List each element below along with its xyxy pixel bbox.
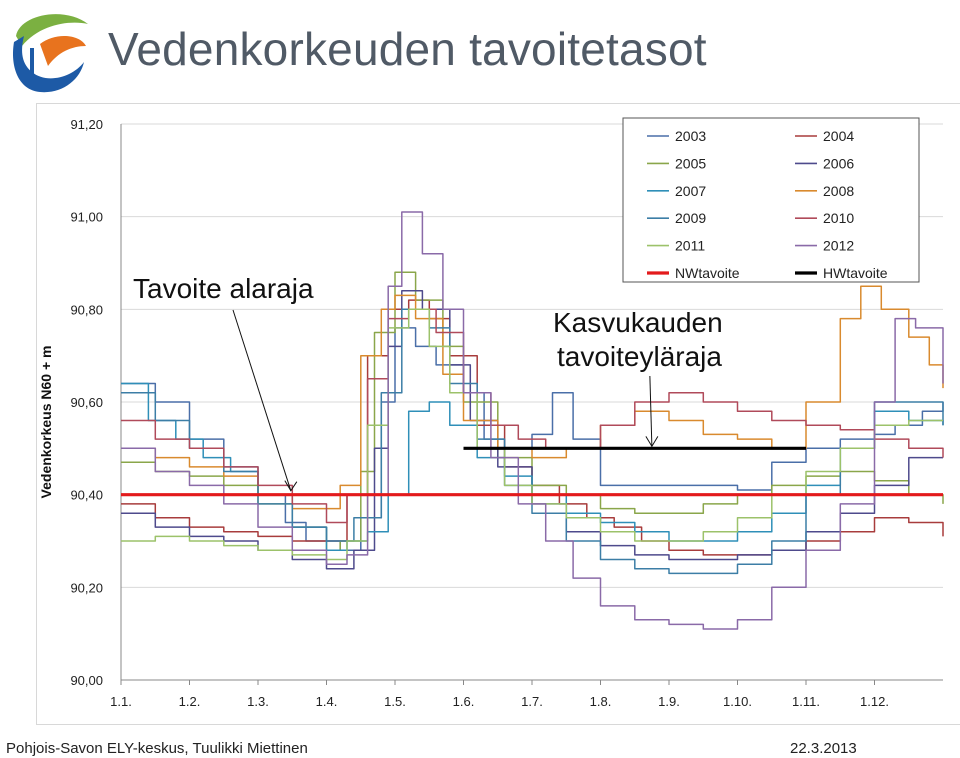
x-tick-label: 1.11. — [792, 694, 820, 709]
series-line-2009 — [121, 308, 944, 575]
annotation-arrowhead-ylaraja — [645, 436, 659, 448]
legend-label-hwtavoite: HWtavoite — [823, 265, 888, 281]
y-axis-label: Vedenkorkeus N60 + m — [38, 346, 54, 499]
chart-container: 90,00 90,20 90,40 90,60 90,80 91,00 91,20 1.1. 1… — [36, 103, 960, 725]
annotation-arrow-alaraja — [232, 309, 292, 491]
y-tick-label: 90,00 — [70, 673, 103, 688]
legend-label-2004: 2004 — [823, 128, 854, 144]
legend-label-2012: 2012 — [823, 238, 854, 254]
x-tick-label: 1.4. — [316, 694, 338, 709]
y-tick-label: 91,00 — [70, 210, 103, 225]
annotation-tavoite-alaraja: Tavoite alaraja — [133, 273, 314, 304]
footer-source: Pohjois-Savon ELY-keskus, Tuulikki Miett… — [6, 740, 308, 757]
y-tick-label: 90,20 — [70, 580, 103, 595]
series-line-2010 — [121, 308, 944, 524]
logo-orange-leaf — [40, 35, 86, 66]
legend-label-2007: 2007 — [675, 183, 706, 199]
logo-blue-inner — [30, 48, 34, 76]
annotation-kasvukauden-line2: tavoiteyläraja — [557, 341, 722, 372]
legend: 2003 2004 2005 2006 2007 2008 2009 2010 2011 2012… — [622, 117, 920, 283]
logo-blue-swoosh — [13, 36, 84, 93]
legend-label-2003: 2003 — [675, 128, 706, 144]
x-tick-label: 1.2. — [179, 694, 201, 709]
x-tick-label: 1.6. — [453, 694, 475, 709]
series-line-2006 — [121, 290, 943, 570]
legend-label-2011: 2011 — [675, 238, 705, 254]
y-tick-label: 91,20 — [70, 117, 103, 132]
y-tick-label: 90,80 — [70, 302, 103, 317]
annotation-arrowhead-alaraja — [284, 480, 298, 492]
legend-label-nwtavoite: NWtavoite — [675, 265, 740, 281]
y-tick-label: 90,40 — [70, 488, 103, 503]
ely-keskus-logo-icon — [13, 14, 88, 93]
x-tick-label: 1.8. — [590, 694, 612, 709]
legend-label-2009: 2009 — [675, 210, 706, 226]
footer-date: 22.3.2013 — [790, 740, 857, 757]
legend-label-2006: 2006 — [823, 155, 854, 171]
annotation-kasvukauden-line1: Kasvukauden — [553, 307, 723, 338]
x-tick-label: 1.3. — [247, 694, 269, 709]
series-line-2004 — [121, 299, 944, 556]
x-tick-label: 1.7. — [521, 694, 543, 709]
x-tick-label: 1.12. — [860, 694, 889, 709]
x-tick-label: 1.1. — [110, 694, 132, 709]
x-tick-label: 1.9. — [658, 694, 680, 709]
legend-label-2005: 2005 — [675, 155, 706, 171]
page-title: Vedenkorkeuden tavoitetasot — [108, 23, 707, 75]
y-tick-label: 90,60 — [70, 395, 103, 410]
x-tick-label: 1.10. — [723, 694, 752, 709]
legend-label-2010: 2010 — [823, 210, 854, 226]
legend-label-2008: 2008 — [823, 183, 854, 199]
water-level-chart: 90,00 90,20 90,40 90,60 90,80 91,00 91,20 1.1. 1… — [38, 117, 944, 709]
legend-box — [622, 117, 920, 283]
axis-layer: 90,00 90,20 90,40 90,60 90,80 91,00 91,20 1.1. 1… — [38, 117, 943, 709]
x-tick-label: 1.5. — [384, 694, 406, 709]
series-line-2012 — [121, 211, 944, 630]
series-layer — [121, 211, 944, 630]
annotation-arrow-ylaraja — [649, 375, 653, 447]
logo-green-leaf — [16, 14, 88, 46]
